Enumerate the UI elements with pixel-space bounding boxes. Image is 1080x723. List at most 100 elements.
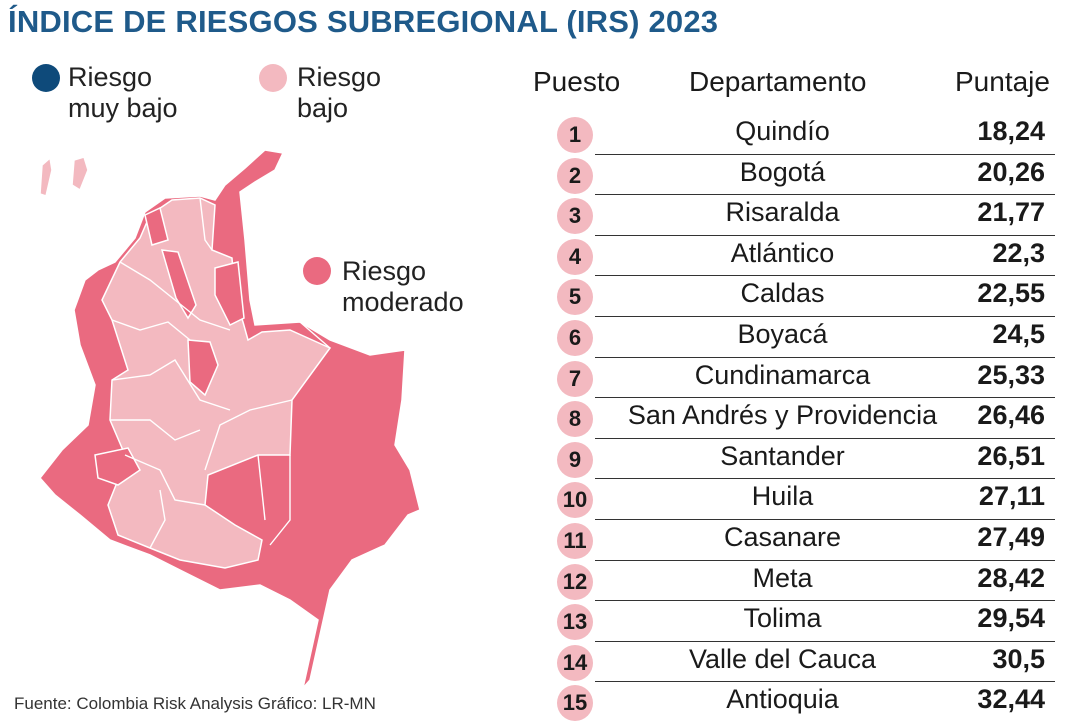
row-divider — [595, 275, 1055, 277]
rank-badge: 10 — [557, 482, 593, 519]
map-region-cesar — [214, 261, 245, 327]
table-row: 3 Risaralda 21,77 — [555, 195, 1055, 236]
legend-moderate-line2: moderado — [342, 287, 464, 317]
rank-badge: 14 — [557, 644, 593, 681]
score-value: 29,54 — [977, 603, 1045, 634]
table-row: 13 Tolima 29,54 — [555, 601, 1055, 642]
score-value: 18,24 — [977, 116, 1045, 146]
table-row: 8 San Andrés y Providencia 26,46 — [555, 398, 1055, 439]
row-divider — [595, 356, 1055, 358]
row-divider — [595, 681, 1055, 683]
department-name: Caldas — [740, 278, 825, 309]
score-value: 22,3 — [992, 237, 1045, 268]
legend-dot-low — [259, 64, 287, 92]
legend-label-very-low: Riesgo muy bajo — [68, 62, 178, 124]
department-name: Huila — [751, 481, 814, 512]
department-name: Cundinamarca — [694, 359, 871, 390]
row-divider — [595, 397, 1055, 399]
score-value: 22,55 — [977, 278, 1045, 309]
table-row: 12 Meta 28,42 — [555, 561, 1055, 602]
rank-badge: 7 — [557, 360, 593, 397]
rank-badge: 1 — [557, 117, 593, 153]
row-divider — [595, 478, 1055, 480]
department-name: Atlántico — [730, 237, 835, 268]
department-name: Tolima — [743, 603, 822, 634]
legend-dot-very-low — [32, 64, 60, 92]
score-value: 32,44 — [977, 684, 1045, 715]
colombia-map — [39, 149, 421, 689]
rank-badge: 3 — [557, 198, 593, 235]
legend-label-moderate: Riesgo moderado — [342, 256, 464, 318]
department-name: Meta — [752, 562, 813, 593]
table-row: 2 Bogotá 20,26 — [555, 155, 1055, 196]
row-divider — [595, 437, 1055, 439]
department-name: Bogotá — [739, 156, 826, 187]
legend-low-line2: bajo — [297, 93, 349, 123]
legend-low-line1: Riesgo — [297, 62, 382, 92]
rank-badge: 11 — [557, 522, 593, 559]
table-row: 5 Caldas 22,55 — [555, 276, 1055, 317]
department-name: Antioquia — [726, 684, 839, 715]
score-value: 20,26 — [977, 156, 1045, 187]
score-value: 27,49 — [977, 521, 1045, 552]
score-value: 25,33 — [977, 359, 1045, 390]
department-name: Casanare — [723, 521, 842, 552]
row-divider — [595, 640, 1055, 642]
map-region-magdalena — [160, 249, 197, 320]
table-row: 6 Boyacá 24,5 — [555, 317, 1055, 358]
table-row: 11 Casanare 27,49 — [555, 520, 1055, 561]
header-rank: Puesto — [533, 66, 621, 97]
table-row: 10 Huila 27,11 — [555, 479, 1055, 520]
map-region-tolima — [187, 339, 219, 397]
score-value: 27,11 — [978, 481, 1045, 512]
row-divider — [595, 518, 1055, 520]
rank-badge: 5 — [557, 279, 593, 316]
department-name: Valle del Cauca — [688, 643, 877, 674]
row-divider — [595, 559, 1055, 561]
table-row: 4 Atlántico 22,3 — [555, 236, 1055, 277]
rank-badge: 4 — [557, 238, 593, 275]
rank-badge: 9 — [557, 441, 593, 478]
rank-badge: 2 — [557, 157, 593, 194]
row-divider — [595, 194, 1055, 196]
rank-badge: 15 — [557, 685, 593, 722]
chart-title: ÍNDICE DE RIESGOS SUBREGIONAL (IRS) 2023 — [8, 4, 719, 39]
header-department: Departamento — [689, 66, 867, 97]
legend-moderate-line1: Riesgo — [342, 256, 427, 286]
map-region-providencia — [71, 156, 89, 192]
department-name: Boyacá — [737, 318, 828, 349]
score-value: 28,42 — [977, 562, 1045, 593]
ranking-table: 1 Quindío 18,24 2 Bogotá 20,26 3 Risaralda 21,… — [555, 114, 1055, 723]
table-row: 7 Cundinamarca 25,33 — [555, 358, 1055, 399]
row-divider — [595, 153, 1055, 155]
rank-badge: 6 — [557, 319, 593, 356]
map-boundaries — [110, 197, 331, 549]
legend-label-low: Riesgo bajo — [297, 62, 381, 124]
row-divider — [595, 234, 1055, 236]
table-row: 1 Quindío 18,24 — [555, 114, 1055, 155]
score-value: 26,51 — [977, 440, 1045, 471]
source-credit: Fuente: Colombia Risk Analysis Gráfico: … — [14, 694, 376, 713]
header-score: Puntaje — [955, 66, 1050, 97]
score-value: 30,5 — [992, 643, 1045, 674]
table-row: 9 Santander 26,51 — [555, 439, 1055, 480]
score-value: 24,5 — [992, 318, 1045, 349]
map-region-san-andres — [39, 156, 53, 197]
map-region-sucre — [144, 206, 169, 246]
department-name: Santander — [720, 440, 845, 471]
table-row: 15 Antioquia 32,44 — [555, 682, 1055, 723]
legend-dot-moderate — [303, 257, 331, 285]
row-divider — [595, 315, 1055, 317]
legend-very-low-line1: Riesgo — [68, 62, 153, 92]
rank-badge: 13 — [557, 604, 593, 641]
score-value: 26,46 — [977, 400, 1045, 431]
legend-very-low-line2: muy bajo — [68, 93, 178, 123]
department-name: Quindío — [735, 116, 830, 146]
rank-badge: 8 — [557, 401, 593, 438]
department-name: Risaralda — [725, 197, 840, 228]
score-value: 21,77 — [977, 197, 1045, 228]
department-name: San Andrés y Providencia — [627, 400, 938, 431]
row-divider — [595, 600, 1055, 602]
table-row: 14 Valle del Cauca 30,5 — [555, 642, 1055, 683]
rank-badge: 12 — [557, 563, 593, 600]
